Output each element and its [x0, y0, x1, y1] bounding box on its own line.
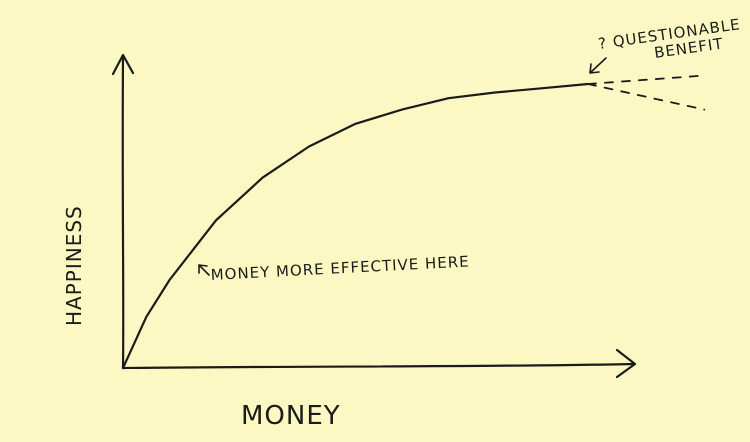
happiness-curve [121, 82, 590, 370]
x-axis-arrowhead [615, 348, 637, 379]
dashed-lower-extension [587, 83, 706, 111]
x-axis-label: MONEY [241, 401, 341, 431]
effective-annotation-text: MONEY MORE EFFECTIVE HERE [210, 252, 470, 284]
y-axis-arrowhead [111, 53, 135, 76]
dashed-upper-extension [587, 74, 706, 85]
uncertain-extension-group [587, 74, 706, 111]
questionable-annotation-arrow [589, 57, 607, 74]
y-axis-line [121, 54, 125, 370]
series-group [121, 82, 590, 370]
x-axis-line [121, 362, 636, 370]
y-axis-label: HAPPINESS [62, 205, 86, 326]
effective-annotation-arrow [198, 264, 210, 276]
